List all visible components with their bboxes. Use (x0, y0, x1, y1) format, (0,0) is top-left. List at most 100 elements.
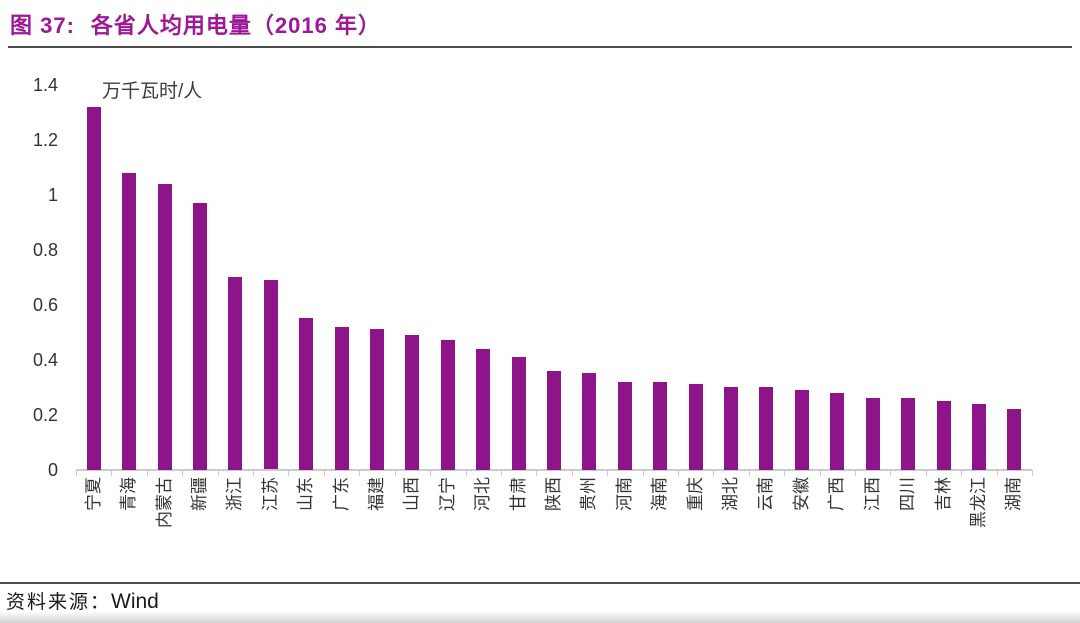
x-tick-label: 海南 (650, 477, 670, 511)
bar-13 (547, 370, 561, 470)
x-tick-label: 广东 (331, 477, 351, 511)
x-axis-tick (571, 469, 573, 476)
source-value: Wind (111, 590, 159, 613)
bar-2 (157, 183, 172, 470)
bar-15 (617, 381, 632, 470)
x-axis-tick (465, 469, 467, 476)
bar-14 (582, 373, 597, 470)
x-tick-label: 安徽 (791, 477, 811, 511)
bar-16 (653, 381, 668, 470)
x-tick-label: 江苏 (260, 477, 280, 511)
x-axis-tick (500, 469, 502, 476)
x-tick-label: 浙江 (225, 477, 245, 511)
bar-1 (122, 172, 137, 470)
y-tick-label: 0.2 (32, 404, 58, 425)
x-tick-label: 青海 (119, 477, 139, 511)
x-axis-tick (996, 469, 998, 476)
x-axis-line (76, 468, 1032, 471)
figure-title-text: 各省人均用电量（2016 年） (90, 13, 381, 38)
bar-19 (759, 387, 774, 470)
y-tick-label: 1 (47, 184, 58, 205)
x-axis-tick (819, 469, 821, 476)
figure-title: 图 37: 各省人均用电量（2016 年） (10, 8, 381, 40)
y-tick-label: 1.4 (32, 74, 58, 95)
x-axis-tick (677, 469, 679, 476)
x-tick-label: 陕西 (544, 477, 563, 511)
x-tick-label: 四川 (898, 477, 918, 511)
x-axis-tick (76, 469, 77, 476)
bar-12 (511, 356, 526, 470)
x-tick-label: 云南 (756, 477, 776, 511)
x-tick-label: 辽宁 (437, 477, 457, 511)
bar-6 (299, 318, 314, 470)
x-axis-tick (925, 469, 927, 476)
bar-11 (476, 348, 491, 470)
x-tick-label: 新疆 (189, 477, 209, 511)
figure-number: 图 37: (10, 13, 75, 38)
x-tick-label: 黑龙江 (968, 477, 988, 528)
x-tick-label: 内蒙古 (154, 477, 174, 528)
x-axis-tick (111, 469, 113, 476)
bar-22 (865, 398, 880, 470)
x-axis-tick (890, 469, 892, 476)
x-tick-label: 山西 (402, 477, 422, 511)
bar-8 (370, 329, 384, 470)
x-axis-tick (784, 469, 786, 476)
bar-0 (86, 106, 101, 470)
bar-23 (901, 398, 916, 470)
x-tick-label: 福建 (367, 477, 386, 511)
bar-26 (1007, 409, 1022, 470)
x-tick-label: 江西 (862, 477, 882, 511)
bar-17 (688, 384, 703, 470)
x-axis-tick (536, 469, 538, 476)
x-tick-label: 山东 (296, 477, 316, 511)
x-tick-label: 湖北 (721, 477, 740, 511)
x-tick-label: 河北 (473, 477, 493, 511)
x-axis-tick (961, 469, 963, 476)
x-axis-tick (182, 469, 184, 476)
bar-9 (405, 334, 420, 470)
y-tick-label: 1.2 (32, 129, 58, 150)
source-divider (0, 582, 1080, 584)
x-axis-tick (288, 469, 290, 476)
bar-20 (794, 389, 809, 470)
x-axis-tick (430, 469, 432, 476)
x-axis-tick (146, 469, 148, 476)
bar-21 (830, 392, 845, 470)
bar-7 (334, 326, 349, 470)
footer-gradient (0, 611, 1080, 623)
x-tick-label: 湖南 (1004, 477, 1024, 511)
x-axis-tick (713, 469, 715, 476)
x-axis-tick (217, 469, 219, 476)
x-axis-tick (359, 469, 361, 476)
bar-3 (192, 202, 207, 470)
x-axis-tick (748, 469, 750, 476)
x-tick-label: 重庆 (685, 477, 705, 511)
x-tick-label: 河南 (614, 477, 634, 511)
x-axis-tick (394, 469, 396, 476)
y-axis-unit-label: 万千瓦时/人 (102, 81, 203, 102)
x-axis-tick (642, 469, 644, 476)
bar-24 (936, 400, 951, 470)
source-line: 资料来源：Wind (6, 587, 159, 614)
x-tick-label: 广西 (827, 477, 847, 511)
y-tick-label: 0.8 (32, 239, 58, 260)
source-label: 资料来源： (6, 592, 112, 613)
x-tick-label: 甘肃 (508, 477, 528, 511)
x-axis-tick (253, 469, 254, 476)
title-divider (8, 46, 1072, 48)
y-tick-label: 0 (47, 459, 58, 480)
x-tick-label: 贵州 (579, 477, 599, 511)
x-axis-tick (1032, 469, 1033, 476)
x-axis-tick (607, 469, 609, 476)
bar-10 (440, 340, 455, 470)
bar-4 (228, 277, 243, 470)
x-tick-label: 宁夏 (83, 477, 103, 511)
bar-5 (263, 279, 278, 470)
x-axis-tick (323, 469, 325, 476)
bar-25 (971, 403, 986, 470)
y-tick-label: 0.6 (32, 294, 58, 315)
x-axis-tick (855, 469, 856, 476)
y-tick-label: 0.4 (32, 349, 58, 370)
